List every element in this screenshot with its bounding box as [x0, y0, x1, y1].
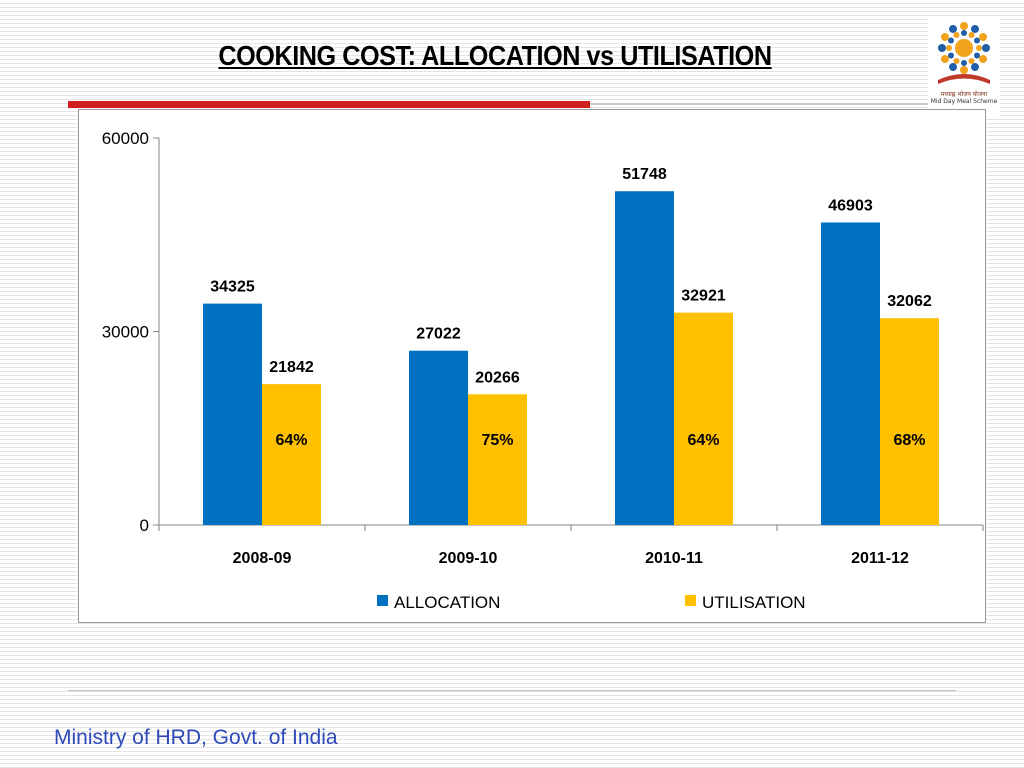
- bar-allocation: [203, 303, 262, 525]
- percent-annotation: 75%: [481, 432, 513, 449]
- bar-utilisation: [880, 318, 939, 525]
- legend-label: ALLOCATION: [394, 593, 500, 612]
- bar-allocation: [615, 191, 674, 525]
- mid-day-meal-logo: मध्याह्न भोजन योजना Mid Day Meal Scheme: [928, 16, 1000, 116]
- percent-annotation: 64%: [687, 432, 719, 449]
- chart-container: 03000060000Rs in Lakh2008-09343252184264…: [35, 109, 986, 623]
- header-divider: [590, 103, 930, 105]
- data-label: 46903: [828, 197, 873, 214]
- bar-utilisation: [262, 384, 321, 525]
- logo-text-english: Mid Day Meal Scheme: [930, 98, 998, 105]
- data-label: 32062: [887, 293, 932, 310]
- bar-utilisation: [468, 394, 527, 525]
- legend-swatch-allocation: [377, 595, 388, 606]
- data-label: 32921: [681, 288, 726, 305]
- data-label: 21842: [269, 359, 314, 376]
- footer-text: Ministry of HRD, Govt. of India: [54, 726, 338, 749]
- x-tick-label: 2009-10: [439, 550, 498, 567]
- y-tick-label: 30000: [102, 323, 149, 342]
- legend-swatch-utilisation: [685, 595, 696, 606]
- title-underline-bar: [68, 101, 590, 108]
- x-tick-label: 2010-11: [645, 550, 703, 567]
- bar-chart: 03000060000Rs in Lakh2008-09343252184264…: [35, 129, 984, 612]
- bar-allocation: [821, 222, 880, 525]
- slide-title: COOKING COST: ALLOCATION vs UTILISATION: [218, 40, 772, 71]
- x-tick-label: 2008-09: [233, 550, 292, 567]
- y-tick-label: 60000: [102, 129, 149, 148]
- footer-divider: [68, 690, 956, 691]
- data-label: 20266: [475, 369, 520, 386]
- logo-emblem-icon: [938, 22, 990, 84]
- percent-annotation: 68%: [893, 432, 925, 449]
- bar-utilisation: [674, 312, 733, 525]
- percent-annotation: 64%: [275, 432, 307, 449]
- data-label: 34325: [210, 279, 255, 296]
- y-tick-label: 0: [140, 516, 149, 535]
- legend-label: UTILISATION: [702, 593, 806, 612]
- x-tick-label: 2011-12: [851, 550, 909, 567]
- data-label: 51748: [622, 166, 667, 183]
- logo-text-hindi: मध्याह्न भोजन योजना: [940, 91, 988, 98]
- data-label: 27022: [416, 326, 461, 343]
- bar-allocation: [409, 350, 468, 525]
